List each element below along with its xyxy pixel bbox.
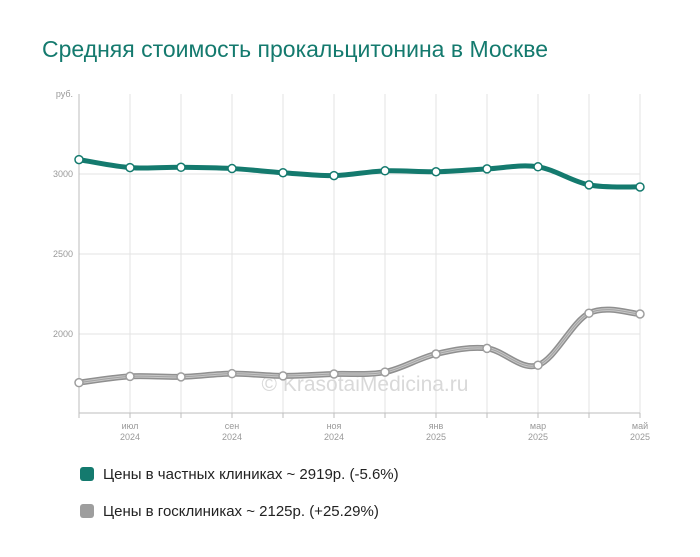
x-tick-label-month: июл bbox=[122, 421, 139, 431]
data-point-private bbox=[227, 163, 237, 174]
data-point-private bbox=[431, 167, 441, 177]
data-point-private bbox=[176, 162, 186, 173]
data-point-public bbox=[125, 371, 135, 382]
data-point-private bbox=[278, 167, 288, 178]
chart-title: Средняя стоимость прокальцитонина в Моск… bbox=[42, 36, 548, 62]
legend-item-private[interactable]: Цены в частных клиниках ~ 2919р. (-5.6%) bbox=[80, 463, 399, 485]
data-point-public bbox=[635, 309, 645, 319]
x-tick-label-year: 2025 bbox=[426, 432, 446, 442]
x-tick-label-month: май bbox=[632, 421, 648, 431]
data-point-public bbox=[74, 377, 84, 388]
legend-label-public: Цены в госклиниках ~ 2125р. (+25.29%) bbox=[103, 502, 379, 520]
x-tick-label-month: сен bbox=[225, 421, 240, 431]
series bbox=[76, 157, 643, 386]
series-line-public-outer bbox=[76, 306, 643, 386]
x-tick-label-month: ноя bbox=[327, 421, 342, 431]
y-unit-label: руб. bbox=[56, 89, 73, 99]
y-tick-label: 3000 bbox=[53, 169, 73, 179]
data-point-private bbox=[584, 180, 594, 190]
data-point-private bbox=[533, 162, 543, 172]
x-tick-label-month: мар bbox=[530, 421, 546, 431]
legend-item-public[interactable]: Цены в госклиниках ~ 2125р. (+25.29%) bbox=[80, 500, 399, 522]
data-point-private bbox=[125, 162, 135, 173]
data-point-private bbox=[635, 182, 645, 192]
grid bbox=[79, 94, 641, 413]
data-point-private bbox=[329, 170, 339, 181]
data-point-public bbox=[584, 308, 594, 318]
data-point-public bbox=[431, 349, 441, 359]
data-point-private bbox=[482, 164, 492, 174]
axes: 200025003000руб.июл2024сен2024ноя2024янв… bbox=[53, 89, 650, 442]
x-tick-label-year: 2024 bbox=[120, 432, 140, 442]
data-point-public bbox=[227, 368, 237, 379]
data-point-public bbox=[278, 371, 288, 381]
x-tick-label-month: янв bbox=[429, 421, 444, 431]
y-tick-label: 2500 bbox=[53, 249, 73, 259]
legend: Цены в частных клиниках ~ 2919р. (-5.6%)… bbox=[80, 463, 399, 537]
x-tick-label-year: 2024 bbox=[222, 432, 242, 442]
series-line-private bbox=[76, 157, 643, 190]
x-tick-label-year: 2025 bbox=[528, 432, 548, 442]
data-point-private bbox=[380, 166, 390, 176]
legend-swatch-public bbox=[80, 504, 94, 518]
points bbox=[74, 154, 645, 388]
x-tick-label-year: 2025 bbox=[630, 432, 650, 442]
data-point-public bbox=[380, 367, 390, 377]
data-point-public bbox=[482, 343, 492, 354]
data-point-public bbox=[329, 369, 339, 379]
data-point-private bbox=[74, 154, 84, 165]
x-tick-label-year: 2024 bbox=[324, 432, 344, 442]
watermark: © KrasotaiMedicina.ru bbox=[262, 373, 469, 396]
legend-label-private: Цены в частных клиниках ~ 2919р. (-5.6%) bbox=[103, 465, 399, 483]
y-tick-label: 2000 bbox=[53, 329, 73, 339]
data-point-public bbox=[533, 360, 543, 370]
data-point-public bbox=[176, 372, 186, 382]
legend-swatch-private bbox=[80, 467, 94, 481]
